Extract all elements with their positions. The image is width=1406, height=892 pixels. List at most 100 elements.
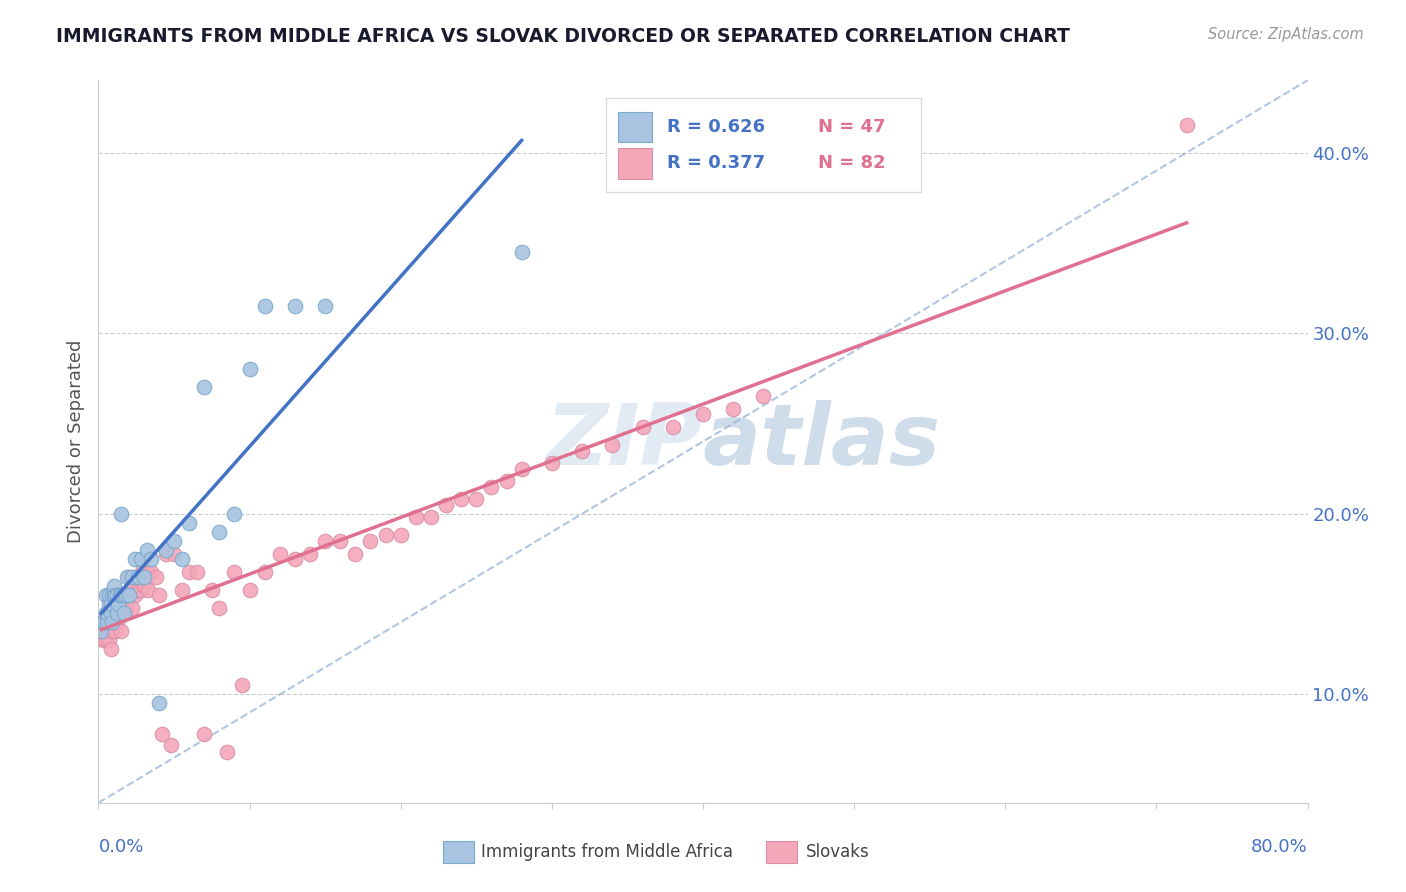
Point bbox=[91, 615, 114, 630]
Point bbox=[93, 615, 115, 630]
Point bbox=[329, 533, 352, 548]
Point bbox=[100, 642, 122, 657]
Point bbox=[389, 528, 412, 542]
Point bbox=[132, 570, 155, 584]
Point bbox=[155, 547, 177, 561]
Point bbox=[100, 606, 122, 620]
Point bbox=[374, 528, 396, 542]
Point bbox=[253, 299, 276, 313]
Point bbox=[129, 552, 152, 566]
Point bbox=[124, 588, 146, 602]
Point bbox=[465, 492, 488, 507]
Point bbox=[103, 579, 125, 593]
Point bbox=[112, 606, 135, 620]
Point bbox=[125, 570, 148, 584]
Point bbox=[420, 510, 443, 524]
Point bbox=[114, 588, 136, 602]
Point bbox=[1175, 119, 1198, 133]
Point bbox=[163, 533, 186, 548]
Point bbox=[94, 624, 117, 639]
Point bbox=[131, 565, 153, 579]
Text: N = 47: N = 47 bbox=[818, 119, 886, 136]
Point bbox=[104, 624, 127, 639]
Text: R = 0.626: R = 0.626 bbox=[666, 119, 765, 136]
Point bbox=[115, 588, 138, 602]
Point bbox=[752, 389, 775, 403]
Point bbox=[661, 420, 683, 434]
Point bbox=[94, 633, 117, 648]
Point bbox=[112, 588, 135, 602]
Point bbox=[208, 600, 231, 615]
Point bbox=[98, 633, 121, 648]
Point bbox=[269, 547, 291, 561]
Point bbox=[179, 516, 201, 530]
Point bbox=[224, 565, 246, 579]
Point bbox=[510, 244, 533, 259]
Point bbox=[105, 615, 128, 630]
Text: 80.0%: 80.0% bbox=[1251, 838, 1308, 856]
Point bbox=[571, 443, 593, 458]
Point bbox=[405, 510, 427, 524]
Point bbox=[96, 606, 118, 620]
Point bbox=[692, 408, 714, 422]
Point bbox=[94, 588, 117, 602]
Point bbox=[127, 582, 149, 597]
Text: N = 82: N = 82 bbox=[818, 154, 886, 172]
Point bbox=[510, 461, 533, 475]
Point bbox=[148, 588, 170, 602]
Point bbox=[631, 420, 654, 434]
Point bbox=[100, 606, 122, 620]
Text: R = 0.377: R = 0.377 bbox=[666, 154, 765, 172]
Text: atlas: atlas bbox=[703, 400, 941, 483]
Point bbox=[98, 588, 121, 602]
Point bbox=[450, 492, 472, 507]
Point bbox=[148, 697, 170, 711]
Point bbox=[110, 588, 132, 602]
Text: Source: ZipAtlas.com: Source: ZipAtlas.com bbox=[1208, 27, 1364, 42]
Point bbox=[110, 624, 132, 639]
Point bbox=[118, 588, 141, 602]
Point bbox=[96, 615, 118, 630]
Point bbox=[121, 570, 143, 584]
Point bbox=[103, 615, 125, 630]
Point bbox=[360, 533, 382, 548]
Point bbox=[231, 678, 253, 692]
Point bbox=[105, 606, 128, 620]
Point bbox=[111, 606, 134, 620]
Point bbox=[124, 552, 146, 566]
Point bbox=[107, 597, 129, 611]
Point bbox=[160, 738, 183, 752]
Point bbox=[115, 570, 138, 584]
Point bbox=[186, 565, 208, 579]
Point bbox=[314, 299, 336, 313]
Text: ZIP: ZIP bbox=[546, 400, 703, 483]
Point bbox=[96, 615, 118, 630]
Point bbox=[91, 633, 114, 648]
Point bbox=[150, 727, 173, 741]
Point bbox=[90, 624, 112, 639]
Point bbox=[239, 582, 262, 597]
Point bbox=[118, 570, 141, 584]
Point bbox=[179, 565, 201, 579]
Point bbox=[208, 524, 231, 539]
Point bbox=[239, 362, 262, 376]
Point bbox=[193, 727, 215, 741]
Point bbox=[201, 582, 224, 597]
Point bbox=[135, 542, 157, 557]
FancyBboxPatch shape bbox=[619, 112, 652, 143]
Text: IMMIGRANTS FROM MIDDLE AFRICA VS SLOVAK DIVORCED OR SEPARATED CORRELATION CHART: IMMIGRANTS FROM MIDDLE AFRICA VS SLOVAK … bbox=[56, 27, 1070, 45]
Point bbox=[253, 565, 276, 579]
Point bbox=[224, 507, 246, 521]
Point bbox=[481, 480, 503, 494]
Point bbox=[110, 507, 132, 521]
Point bbox=[540, 456, 562, 470]
Point bbox=[602, 438, 624, 452]
Point bbox=[101, 588, 124, 602]
Point bbox=[110, 597, 132, 611]
Point bbox=[284, 552, 307, 566]
Point bbox=[111, 588, 134, 602]
Point bbox=[93, 624, 115, 639]
Y-axis label: Divorced or Separated: Divorced or Separated bbox=[66, 340, 84, 543]
Point bbox=[163, 547, 186, 561]
Point bbox=[434, 498, 457, 512]
